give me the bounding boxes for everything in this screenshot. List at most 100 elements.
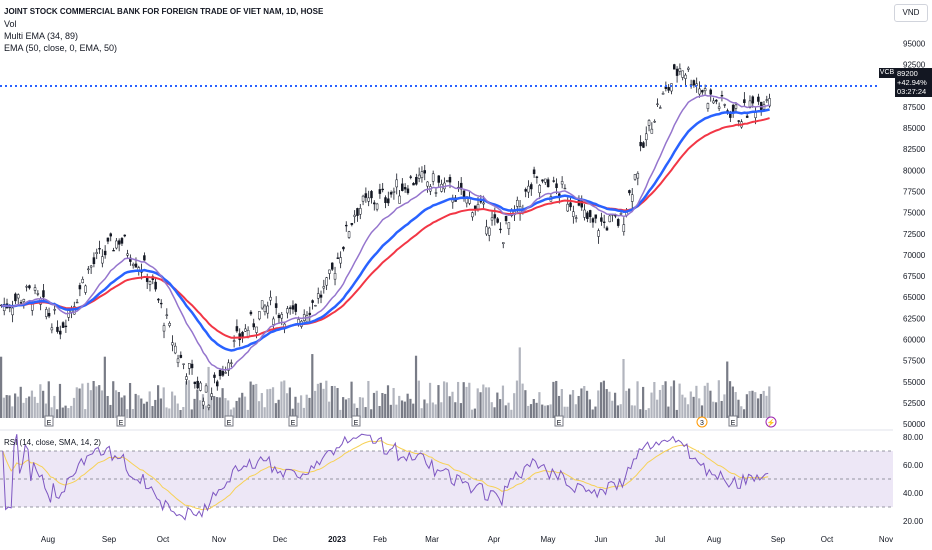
volume-bar <box>588 399 591 418</box>
time-axis[interactable]: Aug Sep Oct Nov Dec 2023 Feb Mar Apr May Jun Jul Aug… <box>41 535 893 544</box>
candle-body <box>572 211 575 217</box>
candle-body <box>187 363 191 369</box>
candle-body <box>336 257 340 259</box>
volume-bar <box>140 398 143 418</box>
rsi-axis[interactable]: 80.00 60.00 40.00 20.00 <box>903 433 924 526</box>
volume-bar <box>465 386 468 418</box>
volume-bar <box>294 396 297 418</box>
symbol-title[interactable]: JOINT STOCK COMMERCIAL BANK FOR FOREIGN … <box>4 7 324 16</box>
candle-body <box>25 286 28 288</box>
candle-body <box>434 192 438 194</box>
volume-bar <box>765 395 768 418</box>
candle-body <box>117 240 121 245</box>
candle-body <box>473 205 477 210</box>
volume-bar <box>81 383 84 418</box>
candle-body <box>395 179 398 188</box>
candle-body <box>743 99 746 104</box>
volume-bar <box>487 387 491 418</box>
volume-bar <box>681 394 684 418</box>
ema-legend[interactable]: EMA (50, close, 0, EMA, 50) <box>4 43 118 53</box>
rsi-legend[interactable]: RSI (14, close, SMA, 14, 2) <box>4 438 101 447</box>
volume-bar <box>131 409 134 418</box>
vol-legend[interactable]: Vol <box>4 19 17 29</box>
volume-bar <box>566 406 569 418</box>
volume-bar <box>330 386 334 418</box>
chart-legend: JOINT STOCK COMMERCIAL BANK FOR FOREIGN … <box>4 6 323 54</box>
volume-bar <box>50 407 53 418</box>
candle-body <box>659 107 662 109</box>
candle-body <box>759 101 763 110</box>
candle-body <box>75 301 79 304</box>
last-price-badge: 89200 +42.94% 03:27:24 <box>895 68 932 97</box>
volume-bars <box>0 347 771 418</box>
volume-bar <box>148 391 151 418</box>
volume-bar <box>53 395 56 418</box>
volume-bar <box>288 387 291 418</box>
event-marker-badge <box>224 415 234 427</box>
candle-body <box>605 227 609 231</box>
candle-body <box>375 203 379 210</box>
candle-body <box>134 263 138 268</box>
candle-body <box>59 330 62 335</box>
volume-bar <box>459 403 462 418</box>
event-marker-label: ⚡ <box>767 418 776 427</box>
volume-bar <box>358 397 362 418</box>
volume-bar <box>552 381 555 418</box>
candle-body <box>409 176 412 178</box>
volume-bar <box>493 407 496 418</box>
candle-body <box>720 95 724 97</box>
volume-bar <box>185 381 188 418</box>
candle-body <box>586 212 589 219</box>
event-markers[interactable]: E E E E E E 3 E ⚡ <box>44 415 777 428</box>
volume-bar <box>333 385 336 418</box>
volume-bar <box>454 402 457 418</box>
volume-bar <box>395 404 398 418</box>
volume-bar <box>98 385 101 418</box>
volume-bar <box>546 405 549 418</box>
volume-bar <box>597 390 600 418</box>
candle-body <box>109 233 112 237</box>
candle-body <box>344 224 348 227</box>
volume-bar <box>726 361 729 418</box>
candle-body <box>622 224 626 232</box>
candle-body <box>667 87 670 91</box>
volume-bar <box>515 380 519 418</box>
candle-body <box>709 89 712 95</box>
volume-bar <box>616 405 620 418</box>
candle-body <box>356 208 359 216</box>
candle-body <box>115 240 118 249</box>
candle-body <box>715 99 718 102</box>
volume-bar <box>501 385 505 418</box>
volume-bar <box>361 397 364 418</box>
candle-body <box>359 208 362 215</box>
candle-body <box>22 299 26 302</box>
volume-bar <box>728 381 732 418</box>
volume-bar <box>72 397 76 418</box>
volume-bar <box>11 406 14 418</box>
price-tick-label: 57500 <box>903 357 926 366</box>
time-tick-label: Sep <box>102 535 117 544</box>
price-tick-label: 65000 <box>903 293 926 302</box>
multi-ema-legend[interactable]: Multi EMA (34, 89) <box>4 31 79 41</box>
time-tick-label: Mar <box>425 535 439 544</box>
event-marker: E <box>351 415 361 427</box>
price-axis[interactable]: 9500092500900008750085000825008000077500… <box>903 40 926 430</box>
time-tick-label: Oct <box>157 535 170 544</box>
candle-body <box>216 381 219 387</box>
volume-bar <box>25 397 28 418</box>
candle-body <box>260 300 264 309</box>
volume-bar <box>229 409 233 418</box>
event-marker-badge <box>351 415 361 427</box>
time-tick-label: Aug <box>707 535 721 544</box>
candle-body <box>120 238 124 244</box>
volume-bar <box>126 409 129 418</box>
event-marker: E <box>554 415 564 427</box>
candle-body <box>532 169 536 175</box>
candle-body <box>516 200 519 207</box>
candle-body <box>544 178 547 183</box>
volume-bar <box>563 406 566 418</box>
currency-button[interactable]: VND <box>894 4 928 22</box>
candle-body <box>255 326 258 333</box>
candle-body <box>403 187 407 190</box>
